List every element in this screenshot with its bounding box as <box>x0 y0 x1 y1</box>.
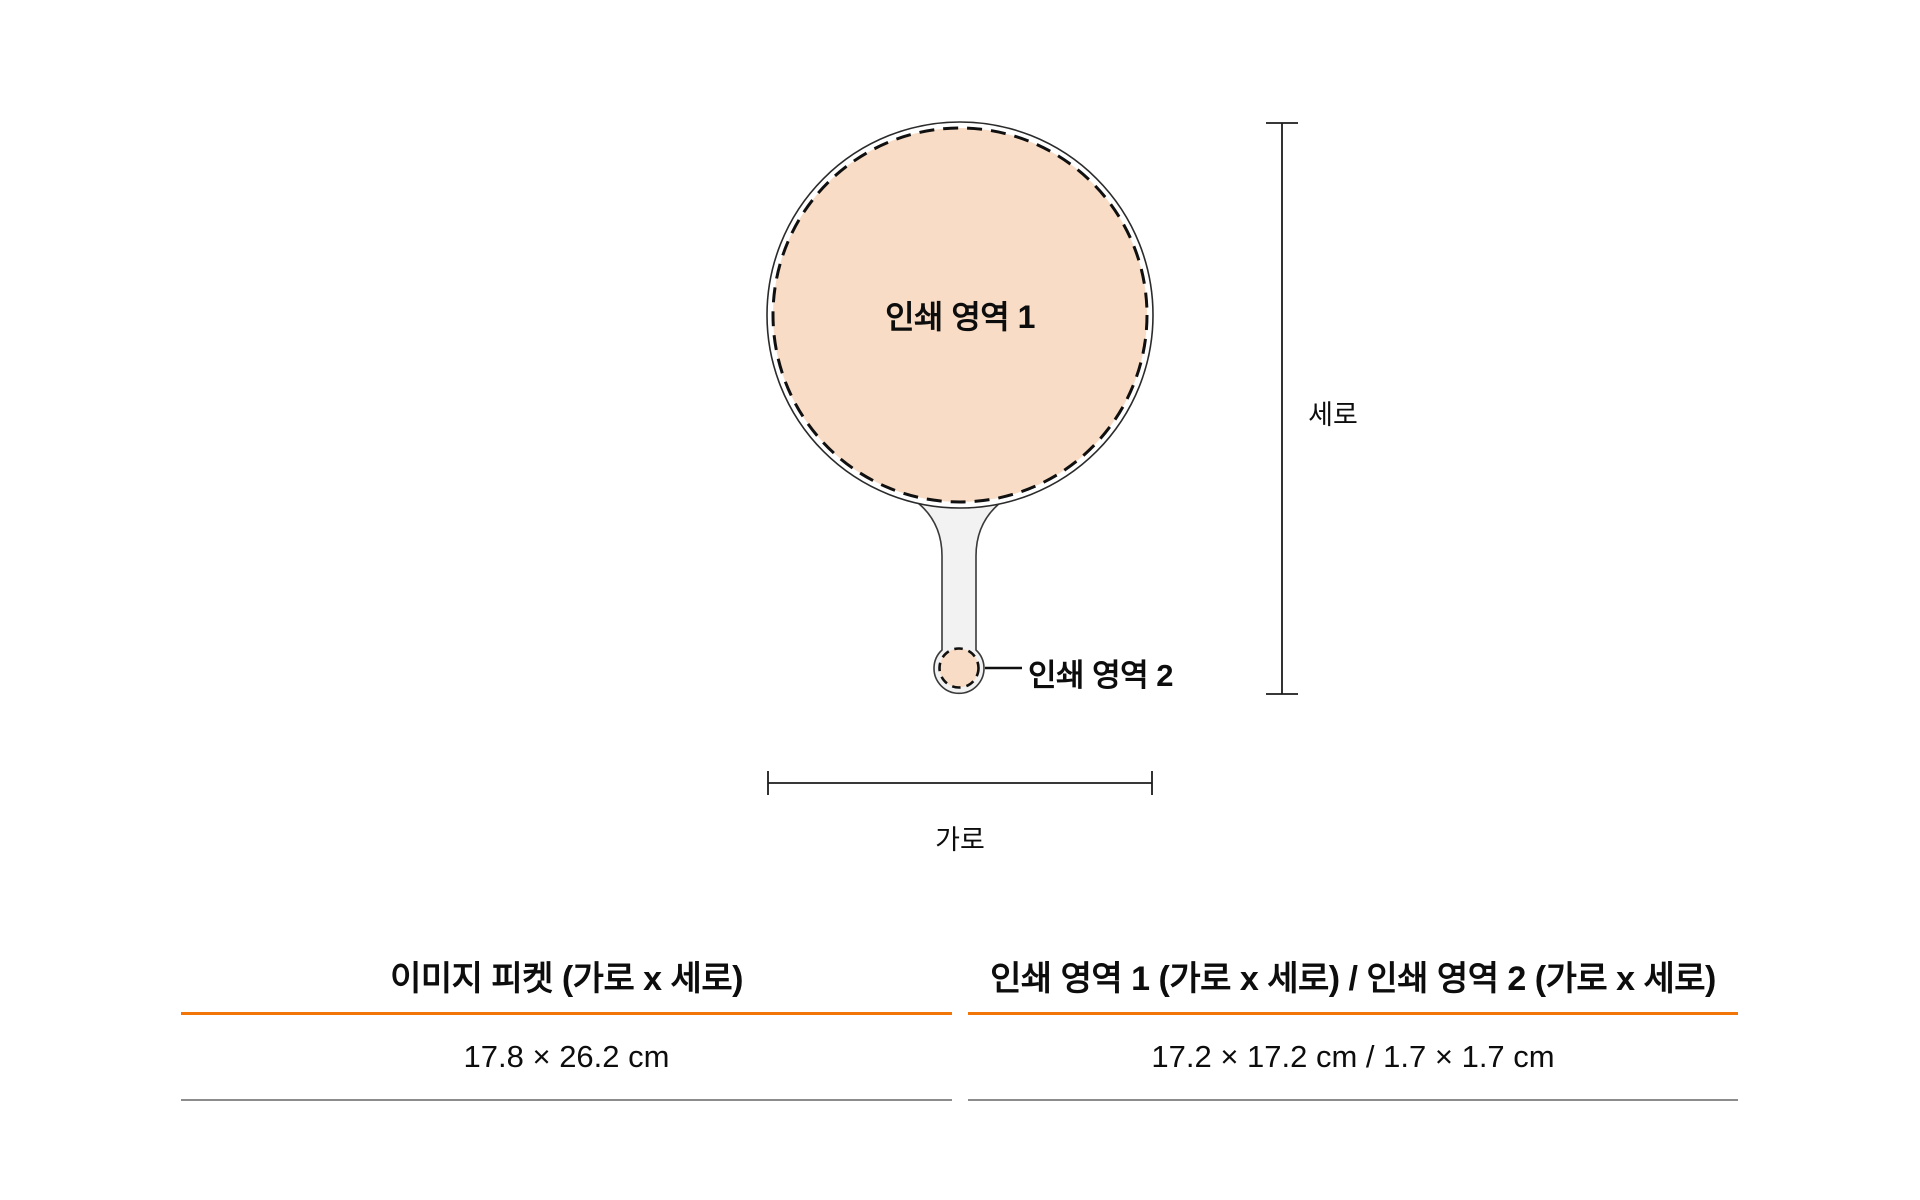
print-area-1-label: 인쇄 영역 1 <box>885 299 1035 335</box>
width-dimension-label: 가로 <box>935 825 985 855</box>
size-table-column-picket: 이미지 피켓 (가로 x 세로) 17.8 × 26.2 cm <box>181 938 952 1101</box>
print-area-1-circle <box>771 126 1149 504</box>
print-area-2-circle <box>938 647 980 689</box>
print-areas-size-header: 인쇄 영역 1 (가로 x 세로) / 인쇄 영역 2 (가로 x 세로) <box>968 938 1738 1015</box>
picket-handle-shape <box>901 493 1017 695</box>
print-areas-size-value: 17.2 × 17.2 cm / 1.7 × 1.7 cm <box>968 1015 1738 1101</box>
print-area-2-label: 인쇄 영역 2 <box>1028 658 1174 693</box>
height-dimension-line <box>1266 122 1298 695</box>
height-dimension-label: 세로 <box>1308 400 1358 430</box>
picket-size-header: 이미지 피켓 (가로 x 세로) <box>181 938 952 1015</box>
picket-size-value: 17.8 × 26.2 cm <box>181 1015 952 1101</box>
width-dimension-line <box>767 771 1153 795</box>
size-table-column-print-areas: 인쇄 영역 1 (가로 x 세로) / 인쇄 영역 2 (가로 x 세로) 17… <box>968 938 1738 1101</box>
size-table: 이미지 피켓 (가로 x 세로) 17.8 × 26.2 cm 인쇄 영역 1 … <box>181 938 1738 1101</box>
